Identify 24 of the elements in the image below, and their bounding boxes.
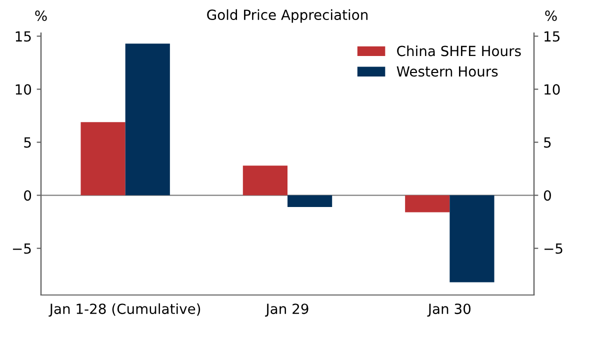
y-tick-label: 5: [24, 137, 31, 148]
legend-label: China SHFE Hours: [397, 46, 521, 56]
y2-tick-label: 0: [544, 190, 551, 201]
y-axis-title: %: [35, 10, 47, 22]
bar: [125, 44, 170, 196]
bar: [80, 122, 126, 196]
y2-tick-label: 10: [544, 84, 560, 95]
y2-axis-title: %: [545, 10, 557, 22]
x-tick-label: Jan 29: [265, 304, 308, 317]
y2-tick-label: −5: [544, 243, 562, 254]
chart-title: Gold Price Appreciation: [207, 9, 368, 23]
y2-tick-label: 5: [544, 137, 551, 148]
bar: [288, 195, 332, 207]
bar: [450, 195, 494, 282]
x-tick-label: Jan 30: [427, 304, 470, 317]
bar: [242, 166, 288, 196]
x-tick-label: Jan 1-28 (Cumulative): [48, 303, 200, 317]
legend-label: Western Hours: [396, 66, 498, 77]
y-tick-label: −5: [12, 243, 31, 254]
y2-tick-label: 15: [544, 31, 560, 42]
y-tick-label: 0: [24, 190, 32, 201]
bar: [405, 195, 450, 212]
y-tick-label: 15: [16, 31, 31, 42]
y-tick-label: 10: [16, 84, 32, 95]
